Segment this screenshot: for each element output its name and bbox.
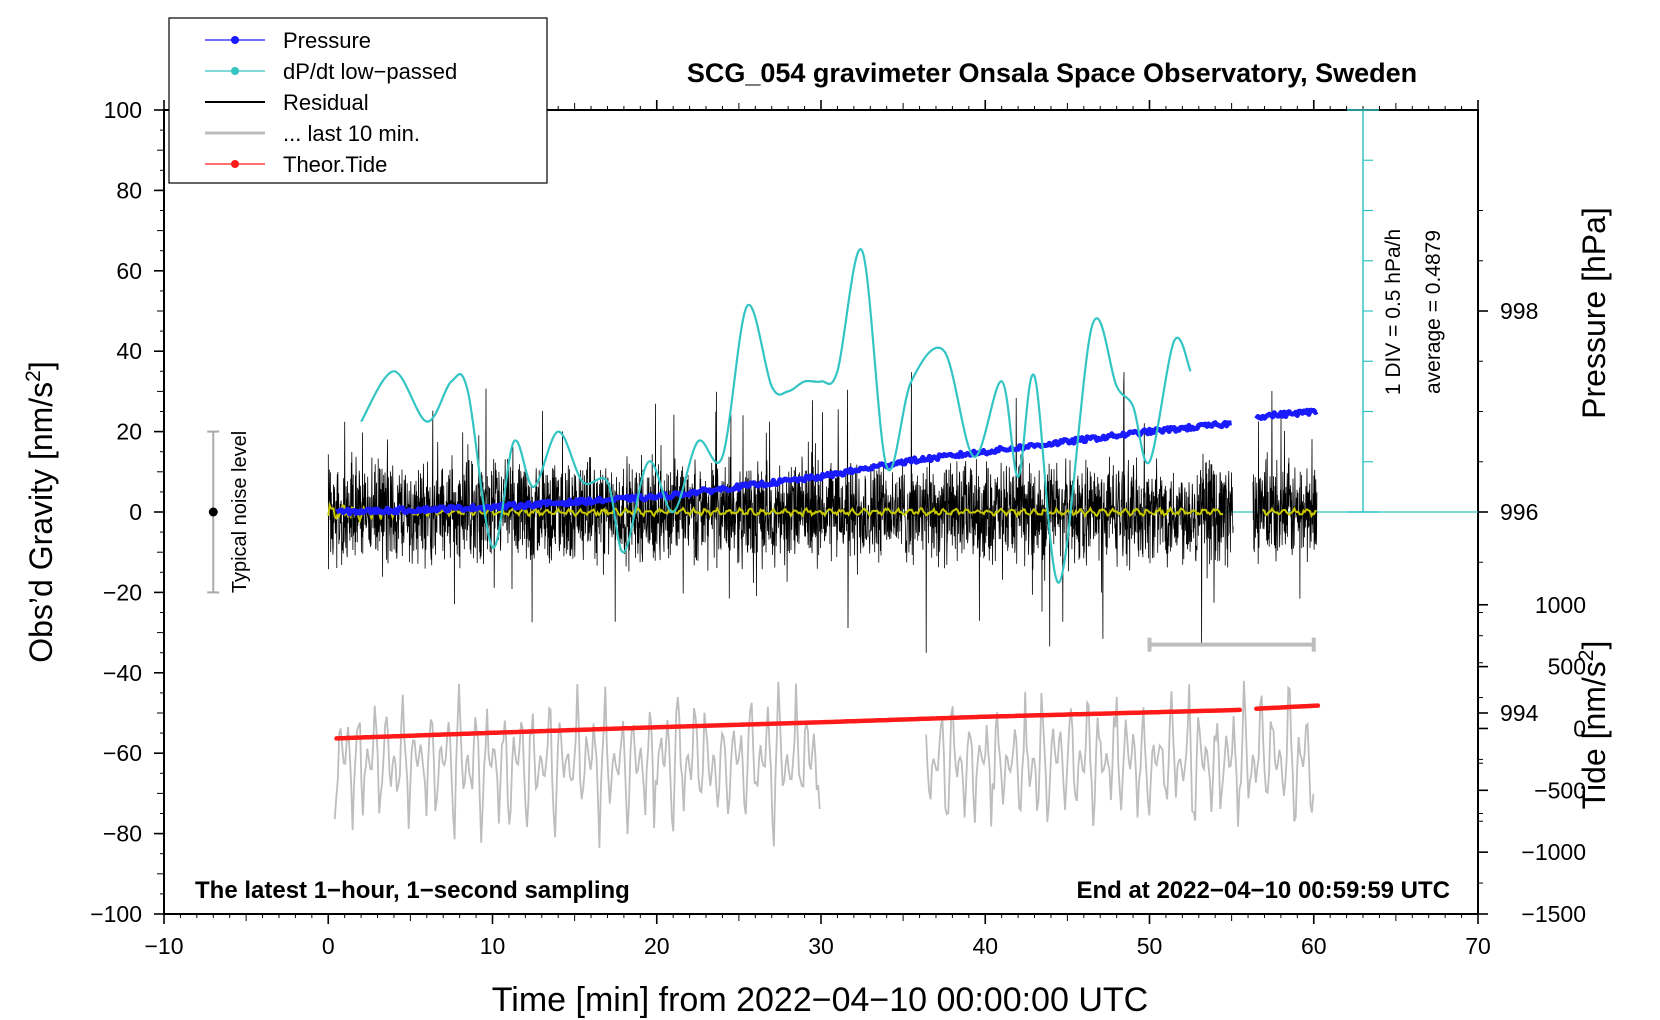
dpdt-div-label: 1 DIV = 0.5 hPa/h — [1382, 229, 1405, 395]
tide-line — [334, 707, 1243, 741]
pressure-tick-label: 994 — [1500, 700, 1539, 726]
pressure-line — [1254, 407, 1319, 421]
legend-box — [168, 17, 548, 184]
tide-axis-label-sup: 2 — [1575, 650, 1598, 662]
tide-tick-label: 0 — [1573, 715, 1586, 741]
y-tick-label: −20 — [103, 579, 142, 605]
y-tick-label: 20 — [116, 419, 142, 445]
tide-line — [1254, 703, 1321, 711]
noise-level-label: Typical noise level — [229, 431, 251, 593]
legend-label: dP/dt low−passed — [283, 59, 457, 84]
y-tick-label: −80 — [103, 821, 142, 847]
last-10-min-line — [925, 680, 1315, 827]
pressure-tick-label: 996 — [1500, 499, 1538, 525]
tide-axis: −1500 −1000 −500 0 500 1000 — [1478, 592, 1586, 927]
tide-tick-label: −1500 — [1521, 901, 1586, 927]
x-tick-label: 60 — [1301, 933, 1327, 959]
series-dpdt — [360, 248, 1192, 584]
y-axis-label-main: Obs’d Gravity [nm/s — [23, 382, 59, 663]
legend-marker — [231, 36, 239, 44]
y-tick-label: 60 — [116, 258, 142, 284]
tide-tick-label: 1000 — [1535, 592, 1586, 618]
y-tick-labels: −100 −80 −60 −40 −20 0 20 40 60 80 100 — [90, 97, 142, 927]
x-tick-label: 10 — [480, 933, 506, 959]
x-axis-label: Time [min] from 2022−04−10 00:00:00 UTC — [492, 981, 1148, 1019]
annotation-end-time: End at 2022−04−10 00:59:59 UTC — [1076, 877, 1450, 904]
y-axis-label-sup: 2 — [22, 370, 45, 382]
annotation-sampling: The latest 1−hour, 1−second sampling — [195, 877, 630, 904]
x-tick-labels: −10 0 10 20 30 40 50 60 70 — [144, 933, 1490, 959]
last-10-min-line — [333, 681, 821, 849]
pressure-axis-label: Pressure [hPa] — [1576, 207, 1612, 419]
legend-marker — [231, 160, 239, 168]
y-tick-label: 40 — [116, 338, 142, 364]
pressure-axis: 994 996 998 — [1478, 210, 1539, 814]
tide-axis-label-close: ] — [1576, 641, 1612, 650]
legend: Pressure dP/dt low−passed Residual ... last… — [168, 17, 548, 184]
y-tick-label: −100 — [90, 901, 142, 927]
noise-center-dot — [208, 507, 218, 517]
y-axis-label-close: ] — [23, 361, 59, 370]
tide-tick-label: −500 — [1534, 777, 1586, 803]
last-10-min-bar — [1147, 637, 1316, 652]
x-tick-label: 40 — [972, 933, 998, 959]
legend-label: Residual — [283, 90, 369, 115]
dpdt-line — [360, 248, 1192, 584]
x-tick-label: 20 — [644, 933, 670, 959]
x-tick-label: 30 — [808, 933, 834, 959]
pressure-tick-label: 998 — [1500, 298, 1538, 324]
y-tick-label: 0 — [129, 499, 142, 525]
y-tick-label: 80 — [116, 177, 142, 203]
axis-ticks — [154, 100, 1479, 924]
legend-label: Pressure — [283, 28, 371, 53]
x-tick-label: −10 — [144, 933, 183, 959]
legend-marker — [231, 67, 239, 75]
pressure-line — [335, 419, 1233, 517]
x-tick-label: 70 — [1465, 933, 1491, 959]
y-axis-label: Obs’d Gravity [nm/s2] — [22, 361, 59, 663]
tide-axis-label-main: Tide [nm/s — [1576, 661, 1612, 809]
y-tick-label: −60 — [103, 740, 142, 766]
tide-tick-label: −1000 — [1521, 839, 1586, 865]
x-tick-label: 0 — [322, 933, 335, 959]
tide-axis-label: Tide [nm/s2] — [1575, 641, 1612, 810]
noise-level-indicator — [207, 430, 220, 594]
chart-title: SCG_054 gravimeter Onsala Space Observat… — [687, 58, 1417, 88]
residual-line — [327, 372, 1234, 653]
legend-label: ... last 10 min. — [283, 121, 420, 146]
legend-label: Theor.Tide — [283, 152, 387, 177]
series-theor-tide — [334, 703, 1321, 741]
y-tick-label: −40 — [103, 660, 142, 686]
series-pressure — [335, 407, 1319, 517]
tide-tick-label: 500 — [1548, 654, 1586, 680]
residual-lowpass-line — [1262, 506, 1317, 519]
y-tick-label: 100 — [104, 97, 142, 123]
x-tick-label: 50 — [1137, 933, 1163, 959]
dpdt-average-label: average = 0.4879 — [1422, 230, 1445, 394]
series-last-10-min — [333, 680, 1315, 849]
